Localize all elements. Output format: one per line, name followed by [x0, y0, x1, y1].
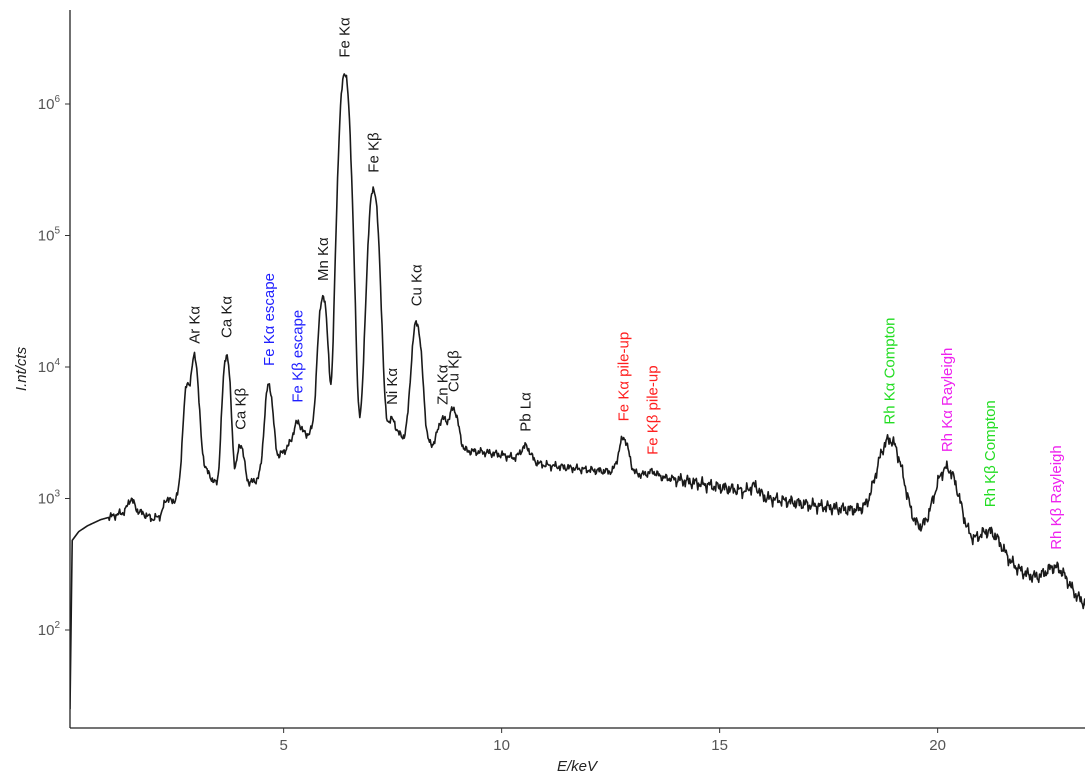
peak-label: Rh Kα Compton: [882, 318, 899, 425]
peak-label: Rh Kβ Rayleigh: [1048, 445, 1065, 550]
y-tick-label: 106: [38, 94, 61, 113]
peak-label: Ca Kα: [219, 296, 236, 338]
peak-label: Ca Kβ: [232, 388, 249, 430]
x-tick-label: 10: [493, 737, 510, 754]
spectrum-line: [70, 73, 1085, 710]
y-tick-label: 105: [38, 226, 61, 245]
y-tick-label: 104: [38, 357, 61, 376]
peak-label: Fe Kβ pile-up: [645, 365, 662, 455]
x-tick-label: 15: [711, 737, 728, 754]
y-axis-title: I.nt/cts: [13, 346, 30, 391]
peak-label: Fe Kβ escape: [290, 310, 307, 403]
peak-label: Mn Kα: [315, 237, 332, 281]
peak-label: Rh Kα Rayleigh: [939, 348, 956, 453]
peak-label: Fe Kβ: [365, 132, 382, 173]
peak-label: Rh Kβ Compton: [982, 400, 999, 507]
peak-label: Fe Kα pile-up: [616, 332, 633, 422]
peak-label: Pb Lα: [518, 392, 535, 432]
peak-label: Zn Kα: [434, 364, 451, 405]
x-tick-label: 5: [279, 737, 287, 754]
y-tick-label: 102: [38, 620, 61, 639]
peak-label: Ar Kα: [187, 306, 204, 344]
y-axis-ticks: 102 103 104 105 106: [38, 94, 70, 639]
peak-label: Cu Kβ: [446, 350, 463, 392]
x-axis-ticks: 5 10 15 20: [279, 728, 946, 754]
peak-label: Fe Kα: [337, 17, 354, 58]
peak-label: Fe Kα escape: [261, 273, 278, 366]
x-axis-title: E/keV: [557, 758, 599, 775]
peak-label: Cu Kα: [409, 264, 426, 306]
x-tick-label: 20: [929, 737, 946, 754]
y-tick-label: 103: [38, 489, 61, 508]
peak-annotations: Ar Kα Ca Kα Ca Kβ Fe Kα escape Fe Kβ escape M…: [187, 17, 1066, 550]
peak-label: Ni Kα: [384, 368, 401, 405]
